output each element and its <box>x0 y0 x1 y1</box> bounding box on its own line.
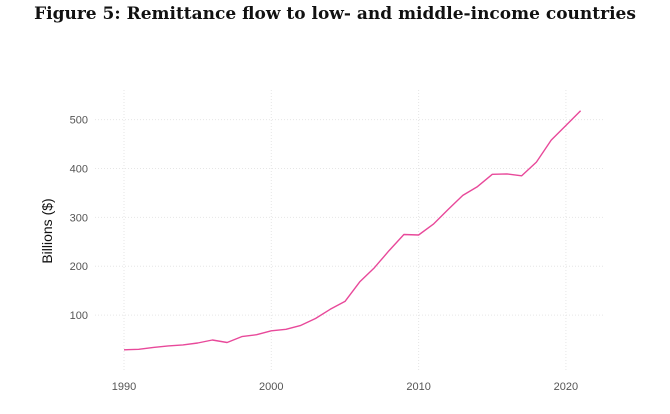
x-tick-label: 2010 <box>406 381 430 393</box>
y-tick-label: 400 <box>70 163 88 175</box>
chart-title: Figure 5: Remittance flow to low- and mi… <box>34 4 636 24</box>
series-lines <box>123 110 582 351</box>
x-tick-label: 2020 <box>554 381 578 393</box>
y-tick-label: 200 <box>70 261 88 273</box>
y-axis-label: Billions ($) <box>39 198 55 263</box>
y-tick-label: 300 <box>70 212 88 224</box>
x-axis-ticks: 1990 2000 2010 2020 <box>112 381 578 393</box>
y-tick-label: 500 <box>70 115 88 127</box>
series-line-remittances <box>123 110 582 351</box>
x-tick-label: 2000 <box>259 381 283 393</box>
grid-lines <box>95 90 605 372</box>
y-axis-ticks: 100 200 300 400 500 <box>70 115 88 323</box>
y-tick-label: 100 <box>70 310 88 322</box>
x-tick-label: 1990 <box>112 381 136 393</box>
